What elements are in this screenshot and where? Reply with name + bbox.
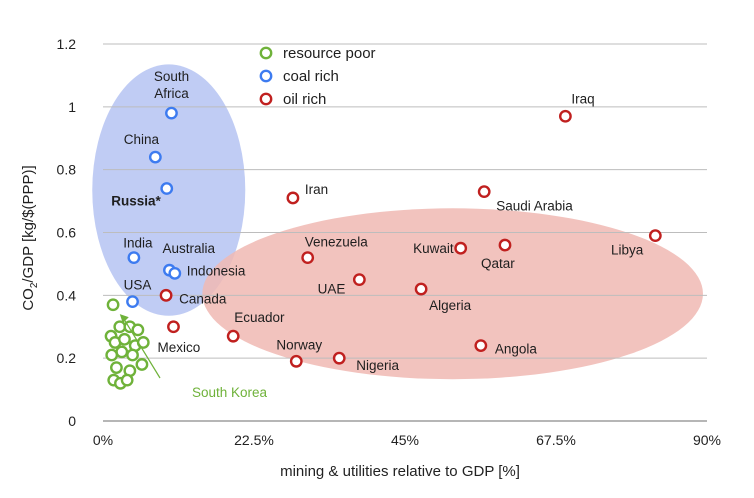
y-axis-label-part-2: /GDP [kg/$(PPP)] xyxy=(20,165,37,282)
legend: resource poor coal rich oil rich xyxy=(259,45,376,108)
resource-poor-point xyxy=(110,361,123,374)
point-uae xyxy=(352,273,366,287)
legend-label-resource-poor: resource poor xyxy=(283,45,376,62)
point-kuwait xyxy=(454,241,468,255)
annotations: South Korea xyxy=(119,314,268,400)
point-mexico xyxy=(167,320,180,334)
point-south-africa xyxy=(165,106,178,120)
data-points xyxy=(104,106,662,390)
resource-poor-point xyxy=(136,336,150,349)
point-label-india: India xyxy=(123,236,153,251)
point-iraq xyxy=(558,109,572,123)
point-china xyxy=(148,150,162,164)
x-tick-label: 45% xyxy=(391,432,419,448)
y-axis-ticks: 0 0.2 0.4 0.6 0.8 1 1.2 xyxy=(57,36,77,429)
point-canada xyxy=(159,288,173,302)
y-axis-label-subscript: 2 xyxy=(29,282,40,288)
point-label-libya: Libya xyxy=(611,243,644,258)
point-label-line: Africa xyxy=(154,86,189,101)
annotation-arrowhead xyxy=(119,314,129,324)
x-axis-ticks: 0% 22.5% 45% 67.5% 90% xyxy=(93,432,721,448)
point-label-iran: Iran xyxy=(305,182,328,197)
legend-marker-coal-rich xyxy=(259,69,273,83)
resource-poor-point xyxy=(106,298,120,312)
point-label-south-africa: South Africa xyxy=(154,69,189,101)
point-label-uae: UAE xyxy=(318,282,346,297)
resource-poor-point xyxy=(118,332,131,346)
resource-poor-point xyxy=(113,320,127,334)
point-libya xyxy=(648,229,662,243)
x-axis-label: mining & utilities relative to GDP [%] xyxy=(280,463,520,480)
legend-marker-oil-rich xyxy=(259,92,273,106)
point-label-canada: Canada xyxy=(179,291,227,306)
point-label-usa: USA xyxy=(124,278,152,293)
point-label-nigeria: Nigeria xyxy=(356,358,399,373)
x-tick-label: 0% xyxy=(93,432,113,448)
point-label-iraq: Iraq xyxy=(571,91,594,106)
point-label-ecuador: Ecuador xyxy=(234,310,285,325)
point-indonesia xyxy=(168,266,182,280)
point-label-algeria: Algeria xyxy=(429,298,472,313)
resource-poor-point xyxy=(120,373,134,387)
point-label-kuwait: Kuwait xyxy=(413,241,454,256)
point-label-australia: Australia xyxy=(162,241,215,256)
point-label-angola: Angola xyxy=(495,342,538,357)
point-saudi-arabia xyxy=(477,185,491,199)
grid-lines xyxy=(103,43,707,422)
y-tick-label: 0.2 xyxy=(57,350,77,366)
point-ecuador xyxy=(226,329,240,343)
y-tick-label: 0 xyxy=(68,413,76,429)
point-angola xyxy=(474,339,488,352)
resource-poor-point xyxy=(105,348,119,362)
point-russia xyxy=(160,182,174,195)
point-algeria xyxy=(414,282,428,296)
point-nigeria xyxy=(332,351,346,365)
annotation-south-korea: South Korea xyxy=(192,385,268,400)
oil-rich-region xyxy=(202,208,703,380)
y-tick-label: 0.4 xyxy=(57,287,77,303)
resource-poor-point xyxy=(115,345,129,359)
point-usa xyxy=(126,295,139,309)
resource-poor-point xyxy=(126,348,139,362)
point-iran xyxy=(286,191,300,205)
legend-label-oil-rich: oil rich xyxy=(283,91,326,108)
point-label-indonesia: Indonesia xyxy=(187,263,246,278)
point-label-norway: Norway xyxy=(276,337,322,352)
resource-poor-point xyxy=(131,323,145,337)
point-label-mexico: Mexico xyxy=(157,340,200,355)
point-venezuela xyxy=(301,251,315,265)
y-axis-label: CO2/GDP [kg/$(PPP)] xyxy=(20,165,40,310)
x-tick-label: 22.5% xyxy=(234,432,274,448)
annotation-arrow xyxy=(122,316,161,379)
y-tick-label: 0.6 xyxy=(57,225,77,241)
x-tick-label: 90% xyxy=(693,432,721,448)
point-label-venezuela: Venezuela xyxy=(305,235,369,250)
point-label-qatar: Qatar xyxy=(481,256,515,271)
point-label-line: South xyxy=(154,69,189,84)
legend-label-coal-rich: coal rich xyxy=(283,68,339,85)
y-tick-label: 1.2 xyxy=(57,36,77,52)
point-qatar xyxy=(498,238,512,252)
resource-poor-point xyxy=(135,358,149,371)
point-norway xyxy=(289,354,303,368)
x-tick-label: 67.5% xyxy=(536,432,576,448)
highlight-regions xyxy=(92,64,703,380)
point-labels: South Africa China Russia* India Australia Ind… xyxy=(111,69,644,373)
point-label-china: China xyxy=(124,132,160,147)
y-tick-label: 0.8 xyxy=(57,162,77,178)
point-label-russia: Russia* xyxy=(111,194,161,209)
legend-marker-resource-poor xyxy=(259,46,273,60)
y-axis-label-part-1: CO xyxy=(20,288,37,311)
point-india xyxy=(127,251,141,265)
point-label-saudi-arabia: Saudi Arabia xyxy=(496,199,573,214)
y-tick-label: 1 xyxy=(68,99,76,115)
